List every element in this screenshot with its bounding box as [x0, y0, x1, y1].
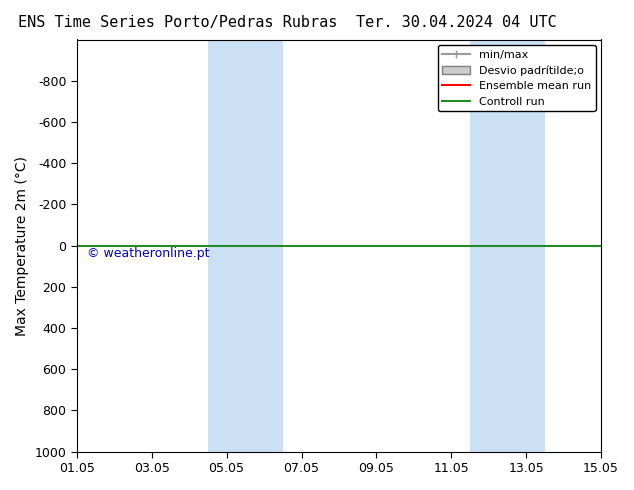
Text: Ter. 30.04.2024 04 UTC: Ter. 30.04.2024 04 UTC — [356, 15, 557, 30]
Text: © weatheronline.pt: © weatheronline.pt — [87, 247, 210, 260]
Bar — [208, 40, 283, 452]
Y-axis label: Max Temperature 2m (°C): Max Temperature 2m (°C) — [15, 155, 29, 336]
Text: ENS Time Series Porto/Pedras Rubras: ENS Time Series Porto/Pedras Rubras — [18, 15, 337, 30]
Bar — [470, 40, 545, 452]
Legend: min/max, Desvio padrítilde;o, Ensemble mean run, Controll run: min/max, Desvio padrítilde;o, Ensemble m… — [437, 45, 595, 111]
